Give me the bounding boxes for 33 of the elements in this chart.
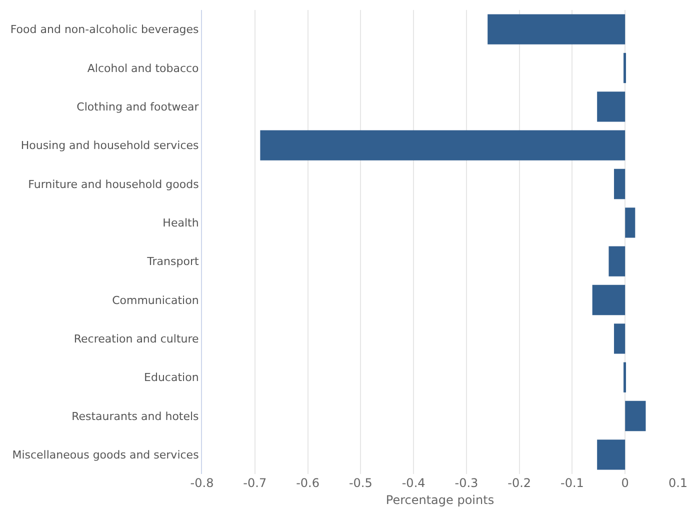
x-tick-label: -0.6 [296,476,320,490]
bar [614,168,626,200]
y-tick-label: Health [162,216,199,230]
y-tick-label: Recreation and culture [74,332,200,346]
y-tick-label: Miscellaneous goods and services [12,448,200,462]
x-tick-label: -0.7 [243,476,267,490]
x-tick-label: 0 [621,476,629,490]
bar [592,284,626,316]
y-tick-label: Alcohol and tobacco [87,62,200,75]
bar [608,246,626,276]
bar [597,92,626,122]
x-tick-label: -0.3 [454,476,478,490]
bar [625,208,636,238]
x-axis-title: Percentage points [386,492,494,507]
y-tick-label: Communication [112,294,199,307]
y-tick-label: Clothing and footwear [76,100,200,114]
x-tick-label: -0.5 [348,476,372,490]
x-tick-label: -0.4 [402,476,426,490]
y-tick-label: Furniture and household goods [28,178,200,191]
bar [614,324,626,354]
y-tick-label: Education [144,371,199,384]
y-tick-label: Food and non-alcoholic beverages [10,23,200,36]
bar [260,130,626,160]
x-tick-label: -0.8 [190,476,214,490]
bar [625,400,646,432]
x-tick-label: -0.2 [508,476,532,490]
bar [597,440,626,470]
bar [488,14,626,44]
x-tick-label: -0.1 [560,476,584,490]
y-tick-label: Restaurants and hotels [72,410,200,423]
y-tick-label: Transport [146,255,200,268]
y-tick-label: Housing and household services [20,139,200,152]
x-tick-label: 0.1 [668,476,688,490]
